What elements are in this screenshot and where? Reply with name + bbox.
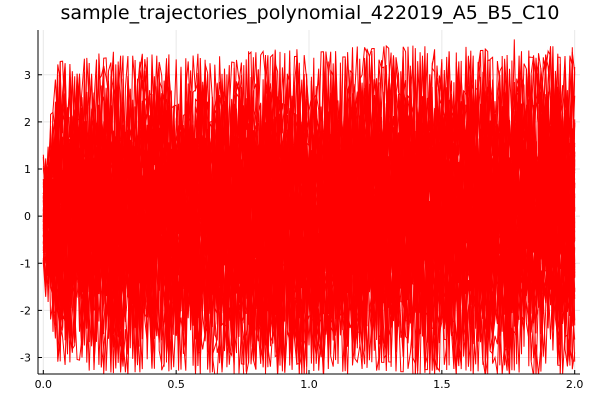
y-tick-label: 2 [24,116,31,129]
y-tick-label: -1 [20,257,31,270]
chart-title: sample_trajectories_polynomial_422019_A5… [61,2,560,24]
ticks: 0.0 0.5 1.0 1.5 2.0 -3 -2 -1 0 1 2 3 [20,69,583,391]
trajectory-line [42,50,576,363]
trajectory-series [42,39,576,374]
y-tick-label: -3 [20,352,31,365]
x-tick-label: 1.0 [300,378,318,391]
y-tick-label: 3 [24,69,31,82]
y-tick-label: -2 [20,304,31,317]
y-tick-label: 0 [24,210,31,223]
y-tick-label: 1 [24,163,31,176]
x-tick-label: 1.5 [433,378,451,391]
x-tick-label: 0.0 [35,378,53,391]
trajectory-line [42,49,576,369]
trajectory-line [42,52,576,366]
x-tick-label: 0.5 [167,378,185,391]
x-tick-label: 2.0 [566,378,584,391]
